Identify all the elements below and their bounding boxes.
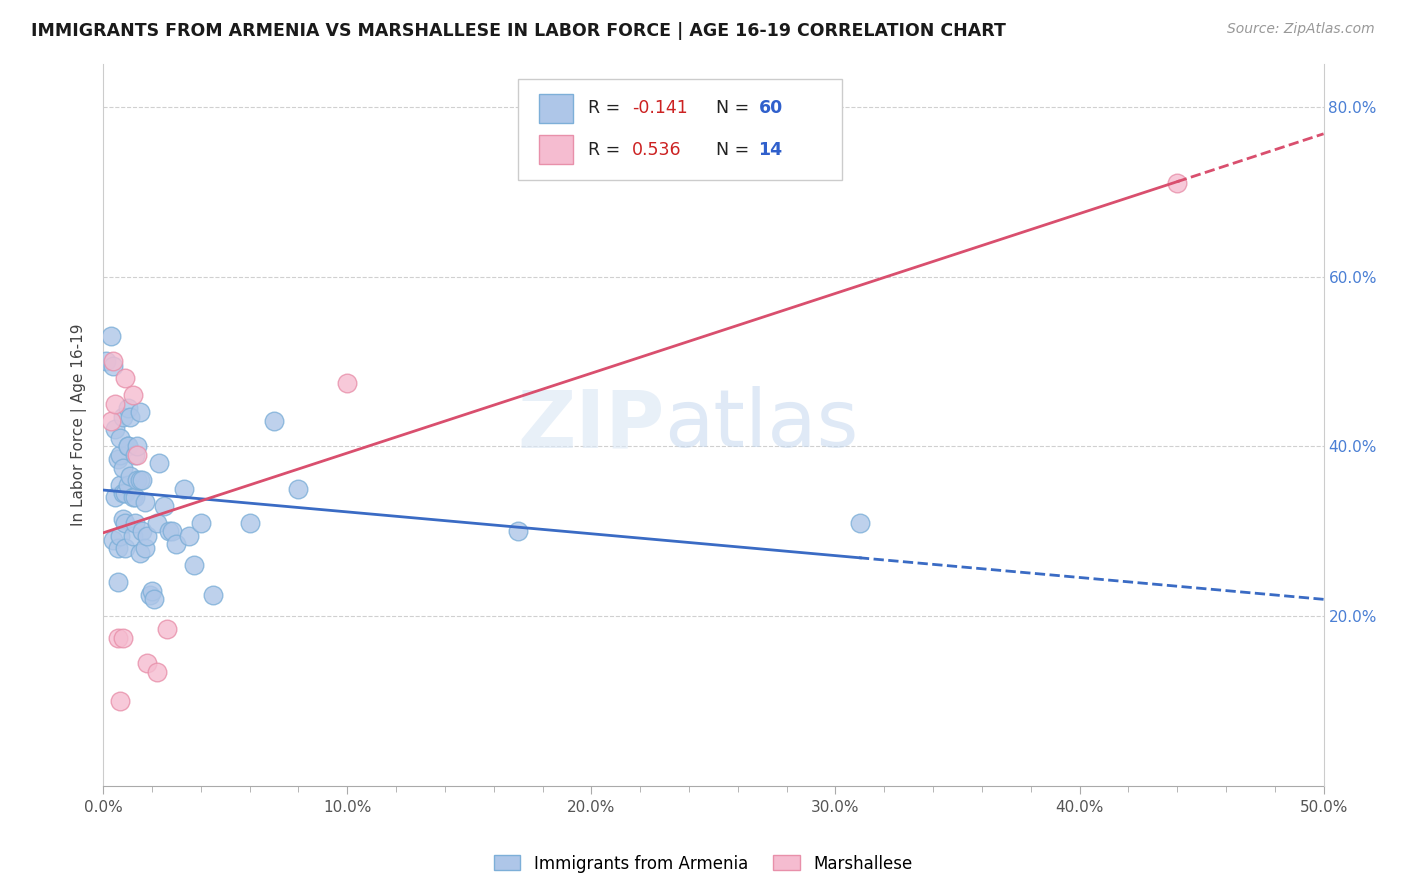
Text: N =: N = <box>716 99 755 118</box>
Point <box>127 474 149 488</box>
Bar <box>538 94 574 123</box>
Point <box>136 656 159 670</box>
Point <box>124 448 146 462</box>
Point <box>138 588 160 602</box>
Text: N =: N = <box>716 141 755 159</box>
Point <box>183 558 205 573</box>
Text: atlas: atlas <box>665 386 859 464</box>
Point <box>107 541 129 556</box>
Point <box>153 499 176 513</box>
Point <box>101 354 124 368</box>
Point <box>100 414 122 428</box>
Text: -0.141: -0.141 <box>631 99 688 118</box>
Point <box>124 516 146 530</box>
Text: 60: 60 <box>759 99 783 118</box>
Point <box>146 516 169 530</box>
Point <box>143 592 166 607</box>
Point <box>128 405 150 419</box>
Text: R =: R = <box>588 141 626 159</box>
Point <box>239 516 262 530</box>
Point <box>110 477 132 491</box>
Point <box>110 694 132 708</box>
Point <box>134 541 156 556</box>
Point <box>111 486 134 500</box>
Point <box>94 354 117 368</box>
Point <box>114 371 136 385</box>
Point <box>202 588 225 602</box>
Point <box>107 452 129 467</box>
Point <box>110 448 132 462</box>
Point <box>104 422 127 436</box>
Point <box>120 469 142 483</box>
Point <box>131 474 153 488</box>
Point <box>104 397 127 411</box>
Point <box>157 524 180 539</box>
Point <box>111 511 134 525</box>
Text: Source: ZipAtlas.com: Source: ZipAtlas.com <box>1227 22 1375 37</box>
Point <box>107 631 129 645</box>
Bar <box>538 136 574 164</box>
Point <box>160 524 183 539</box>
Point <box>114 486 136 500</box>
Legend: Immigrants from Armenia, Marshallese: Immigrants from Armenia, Marshallese <box>486 848 920 880</box>
Point <box>287 482 309 496</box>
Point <box>849 516 872 530</box>
Point <box>111 409 134 424</box>
Point <box>114 516 136 530</box>
Point <box>136 529 159 543</box>
Point <box>121 388 143 402</box>
Point <box>121 491 143 505</box>
Point <box>101 359 124 373</box>
Point <box>134 494 156 508</box>
Point <box>107 575 129 590</box>
Point <box>110 431 132 445</box>
Text: 14: 14 <box>759 141 783 159</box>
Point <box>173 482 195 496</box>
Point <box>190 516 212 530</box>
Point <box>117 440 139 454</box>
Point <box>165 537 187 551</box>
Point <box>110 529 132 543</box>
FancyBboxPatch shape <box>519 78 842 179</box>
Point <box>114 541 136 556</box>
Point <box>146 665 169 679</box>
Point <box>141 583 163 598</box>
Point <box>104 491 127 505</box>
Point <box>127 448 149 462</box>
Text: ZIP: ZIP <box>517 386 665 464</box>
Point <box>177 529 200 543</box>
Point <box>263 414 285 428</box>
Point <box>148 457 170 471</box>
Point <box>117 440 139 454</box>
Point <box>101 533 124 547</box>
Point <box>127 440 149 454</box>
Point <box>156 622 179 636</box>
Text: R =: R = <box>588 99 626 118</box>
Text: IMMIGRANTS FROM ARMENIA VS MARSHALLESE IN LABOR FORCE | AGE 16-19 CORRELATION CH: IMMIGRANTS FROM ARMENIA VS MARSHALLESE I… <box>31 22 1005 40</box>
Point <box>120 409 142 424</box>
Point <box>128 474 150 488</box>
Point <box>111 460 134 475</box>
Point <box>131 524 153 539</box>
Point <box>1166 176 1188 190</box>
Point <box>117 477 139 491</box>
Point <box>117 401 139 416</box>
Point <box>508 524 530 539</box>
Point <box>121 529 143 543</box>
Y-axis label: In Labor Force | Age 16-19: In Labor Force | Age 16-19 <box>72 324 87 526</box>
Point <box>100 329 122 343</box>
Text: 0.536: 0.536 <box>631 141 682 159</box>
Point <box>128 546 150 560</box>
Point <box>336 376 359 390</box>
Point <box>124 491 146 505</box>
Point <box>111 631 134 645</box>
